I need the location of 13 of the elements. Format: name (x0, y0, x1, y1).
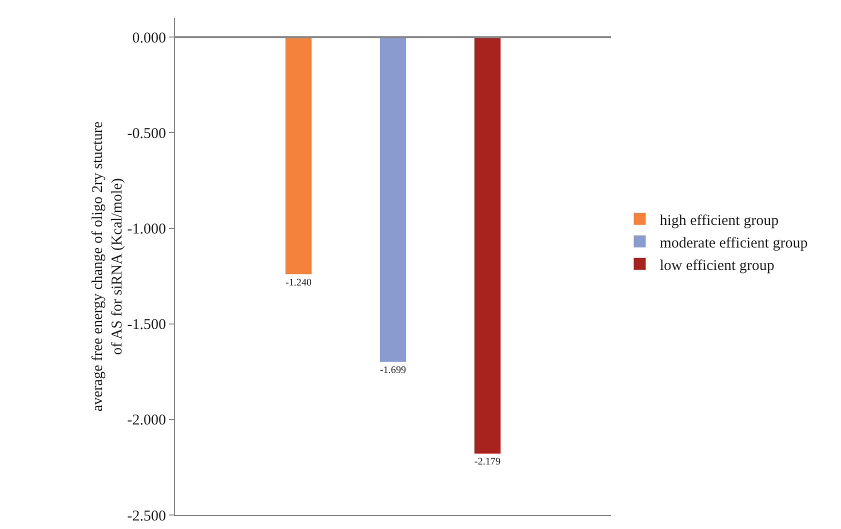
y-tick-label: -1.500 (127, 317, 166, 334)
data-label: -1.240 (285, 277, 312, 288)
y-tick-label: 0.000 (132, 30, 166, 46)
y-tick-label: -2.500 (127, 508, 166, 524)
data-label: -2.179 (474, 456, 501, 468)
data-label: -1.699 (380, 364, 406, 376)
y-tick-label: -1.000 (127, 222, 166, 238)
legend-label: low efficient group (660, 258, 774, 274)
y-axis-title: average free energy change of oligo 2ry stucture of AS for siRNA (Kcal/mole) (90, 121, 126, 412)
legend-label: high efficient group (660, 212, 779, 229)
y-tick-label: -2.000 (127, 412, 166, 429)
y-tick-label: -0.500 (127, 126, 166, 142)
legend-label: moderate efficient group (660, 235, 808, 252)
